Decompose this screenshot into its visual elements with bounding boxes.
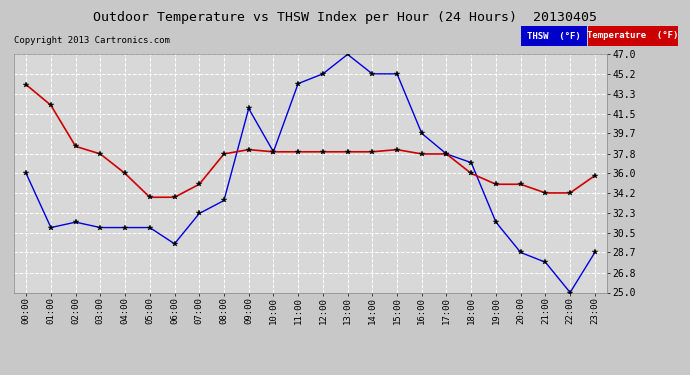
Text: THSW  (°F): THSW (°F) [527, 32, 580, 40]
Text: Copyright 2013 Cartronics.com: Copyright 2013 Cartronics.com [14, 36, 170, 45]
Text: Temperature  (°F): Temperature (°F) [587, 32, 678, 40]
Text: Outdoor Temperature vs THSW Index per Hour (24 Hours)  20130405: Outdoor Temperature vs THSW Index per Ho… [93, 11, 597, 24]
